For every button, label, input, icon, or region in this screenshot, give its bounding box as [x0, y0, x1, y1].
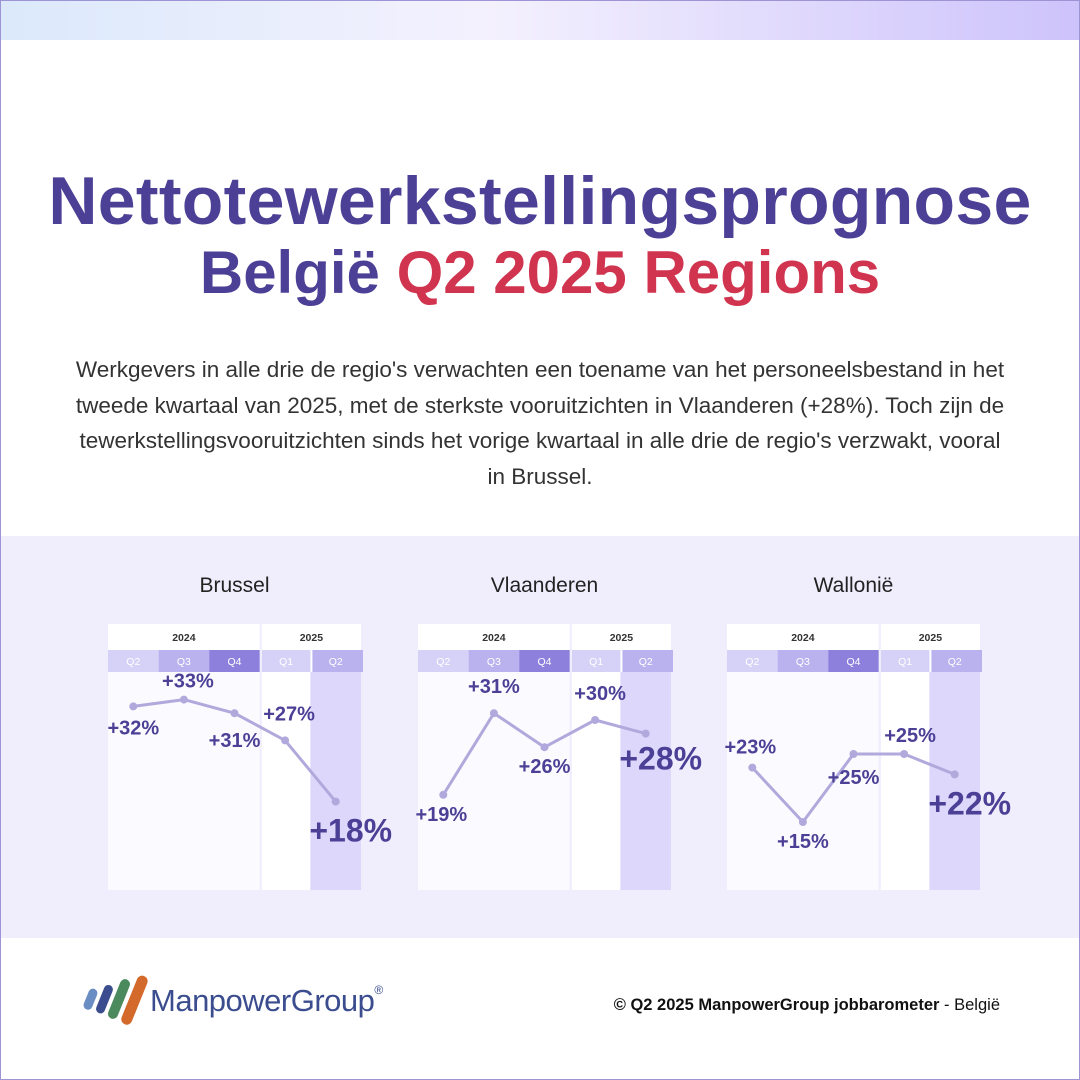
quarter-tick-label: Q1 [279, 656, 293, 668]
chart-title: Brussel [199, 574, 269, 597]
data-point [489, 709, 498, 718]
chart-title: Vlaanderen [491, 574, 598, 597]
quarter-header-cell [777, 650, 829, 672]
year-label: 2025 [300, 632, 324, 644]
data-label: +31% [468, 676, 520, 698]
copyright-country: - België [944, 996, 1000, 1014]
data-label: +26% [519, 756, 571, 778]
quarter-tick-label: Q4 [846, 656, 860, 668]
data-point [179, 695, 188, 704]
quarter-tick-label: Q3 [796, 656, 810, 668]
logo-name: ManpowerGroup [150, 983, 375, 1018]
quarter-tick-label: Q2 [329, 656, 343, 668]
year-label: 2024 [482, 632, 506, 644]
copyright-year: © Q2 2025 [613, 996, 694, 1014]
year-separator [259, 624, 262, 890]
quarter-header-cell [468, 650, 520, 672]
year-header-bg [261, 624, 361, 650]
data-label: +25% [828, 767, 880, 789]
year-label: 2024 [791, 632, 815, 644]
current-quarter-highlight [620, 672, 671, 890]
year-header-bg [108, 624, 260, 650]
quarter-header-cell [622, 650, 673, 672]
data-point [281, 736, 290, 745]
quarter-header-cell [209, 650, 260, 672]
title-line-2: België Q2 2025 Regions [0, 237, 1080, 309]
quarter-tick-label: Q3 [177, 656, 191, 668]
copyright-brand: ManpowerGroup jobbarometer [698, 996, 940, 1014]
title-period: Q2 2025 Regions [396, 239, 881, 306]
quarter-header-cell [931, 650, 982, 672]
data-point [748, 763, 757, 772]
quarter-tick-label: Q1 [589, 656, 603, 668]
data-point [591, 716, 600, 724]
data-point [900, 750, 909, 758]
year-header-bg [727, 624, 879, 650]
quarter-header-cell [519, 650, 570, 672]
copyright-notice: © Q2 2025 ManpowerGroup jobbarometer - B… [614, 996, 1000, 1015]
manpowergroup-logo-icon [83, 975, 148, 1025]
year-label: 2025 [919, 632, 943, 644]
quarter-tick-label: Q4 [227, 656, 241, 668]
year-header-bg [571, 624, 671, 650]
quarter-tick-label: Q2 [745, 656, 759, 668]
quarter-header-cell [261, 650, 311, 672]
quarter-header-cell [880, 650, 930, 672]
data-label: +33% [162, 671, 214, 693]
data-point [230, 709, 239, 718]
page-title: Nettotewerkstellingsprognose België Q2 2… [0, 165, 1080, 309]
data-point [849, 750, 858, 758]
quarter-header-cell [828, 650, 879, 672]
quarter-header-cell [571, 650, 621, 672]
chart-title: Wallonië [814, 574, 894, 597]
current-value-label: +22% [928, 785, 1011, 821]
data-label: +23% [724, 737, 776, 759]
data-point [439, 790, 448, 799]
quarter-header-cell [158, 650, 210, 672]
data-label: +27% [263, 703, 315, 725]
top-gradient-bar [0, 0, 1080, 40]
data-point [540, 743, 549, 752]
data-label: +15% [777, 831, 829, 853]
quarter-tick-label: Q2 [639, 656, 653, 668]
description-text: Werkgevers in alle drie de regio's verwa… [75, 357, 1005, 489]
quarter-header-cell [312, 650, 363, 672]
year-separator [569, 624, 572, 890]
data-label: +25% [884, 725, 936, 747]
data-label: +31% [209, 730, 261, 752]
title-line-1: Nettotewerkstellingsprognose [48, 163, 1032, 239]
quarter-header-cell [108, 650, 159, 672]
year-separator [878, 624, 881, 890]
data-point [129, 702, 138, 711]
data-label: +19% [415, 804, 467, 826]
data-point [798, 818, 807, 826]
quarter-header-cell [418, 650, 469, 672]
data-label: +32% [107, 717, 159, 739]
quarter-tick-label: Q2 [948, 656, 962, 668]
quarter-tick-label: Q1 [898, 656, 912, 668]
current-quarter-highlight [929, 672, 980, 890]
logo-wordmark: ManpowerGroup® [150, 983, 383, 1019]
data-point [950, 770, 959, 779]
current-value-label: +18% [309, 813, 392, 849]
data-point [641, 729, 650, 738]
quarter-tick-label: Q2 [436, 656, 450, 668]
quarter-tick-label: Q4 [537, 656, 551, 668]
data-point [331, 797, 340, 806]
year-label: 2024 [172, 632, 196, 644]
year-label: 2025 [610, 632, 634, 644]
title-country: België [199, 239, 380, 306]
logo-registered: ® [374, 983, 383, 997]
current-value-label: +28% [619, 741, 702, 777]
quarter-tick-label: Q3 [487, 656, 501, 668]
year-header-bg [880, 624, 980, 650]
quarter-tick-label: Q2 [126, 656, 140, 668]
data-label: +30% [574, 683, 626, 705]
quarter-header-cell [727, 650, 778, 672]
year-header-bg [418, 624, 570, 650]
